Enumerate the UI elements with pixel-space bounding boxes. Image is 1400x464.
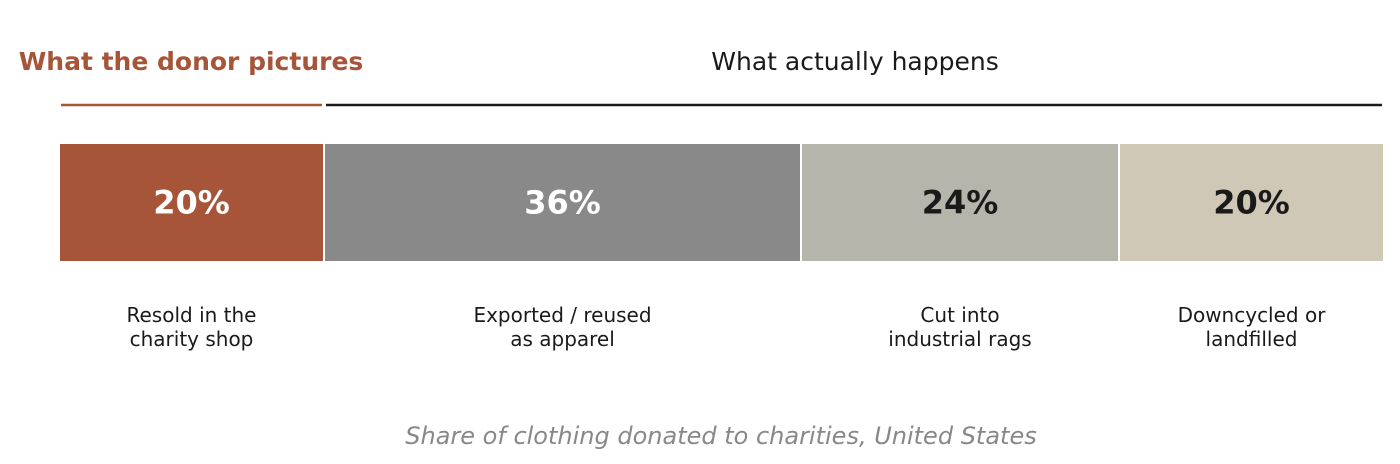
chart-caption: Share of clothing donated to charities, …	[405, 422, 1036, 450]
bar-segment-3	[800, 142, 1120, 263]
group-title-2: What actually happens	[711, 47, 998, 76]
stacked-bar: 20% 36% 24% 20%	[58, 142, 1385, 263]
group-title-1: What the donor pictures	[19, 47, 364, 76]
category-label-1: Resold in the charity shop	[127, 303, 257, 351]
bar-segment-1	[58, 142, 325, 263]
bar-segment-2	[323, 142, 802, 263]
category-labels: Resold in the charity shop Exported / reus…	[127, 303, 1327, 351]
segment-value-label-1: 20%	[153, 184, 230, 222]
category-label-4: Downcycled or landfilled	[1178, 303, 1327, 351]
category-label-2: Exported / reused as apparel	[473, 303, 651, 351]
segment-value-label-2: 36%	[524, 184, 601, 222]
segment-value-label-3: 24%	[922, 184, 999, 222]
segment-value-label-4: 20%	[1213, 184, 1290, 222]
group-headers: What the donor pictures What actually hap…	[19, 47, 1382, 107]
bar-segment-4	[1118, 142, 1385, 263]
category-label-3: Cut into industrial rags	[888, 303, 1031, 351]
